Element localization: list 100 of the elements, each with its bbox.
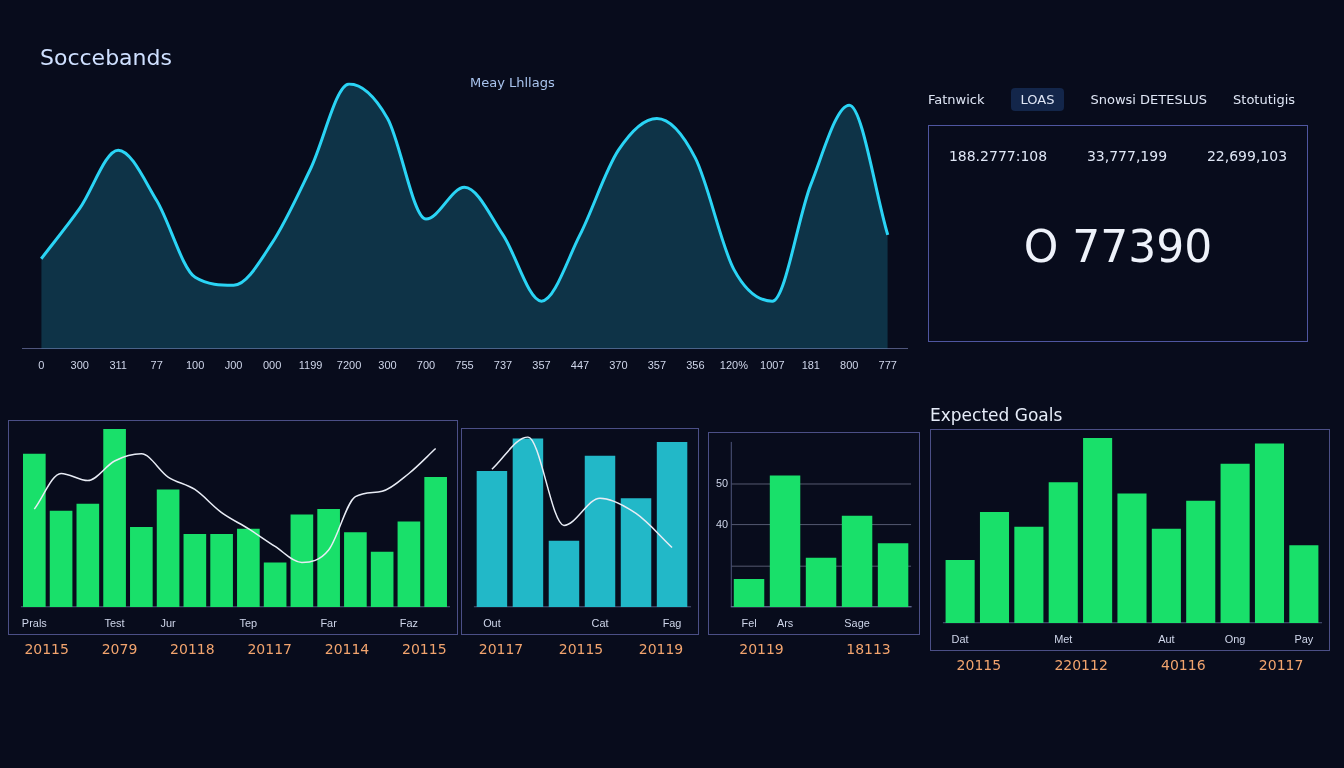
text: 20118 [170,641,215,657]
x-tick-label: Fel [741,617,757,630]
text: 20117 [247,641,292,657]
text: 20117 [478,641,524,657]
x-tick-label: 000 [262,359,282,372]
x-tick-label: 370 [609,359,628,372]
text: 40116 [1161,657,1206,673]
chart-title: Expected Goals [930,405,1064,425]
bar [1083,437,1113,624]
x-tick-label: Pay [1294,633,1314,646]
bar [156,489,180,608]
bar [620,498,652,608]
x-tick-label: 1007 [760,359,785,372]
x-tick-label: Aut [1158,633,1175,646]
text: 188.2777:108 [948,148,1048,164]
bar [1254,443,1285,624]
text: 20115 [956,657,1002,673]
text: 20119 [638,641,684,657]
bar [49,510,73,608]
x-tick-label: 700 [416,359,436,372]
bar [210,534,233,608]
x-tick-label: 737 [493,359,513,372]
text: Stotutigis [1233,92,1296,107]
x-tick-label: 181 [801,359,820,372]
x-tick-label: 447 [570,359,590,372]
x-tick-label: Fag [662,617,682,630]
x-tick-label: Met [1054,633,1073,646]
bar [290,514,314,608]
x-tick-label: Sage [844,617,870,630]
y-tick-label: 50 [715,476,729,489]
bar [344,532,367,608]
bar [130,526,153,608]
bar [1117,493,1147,624]
x-tick-label: 0 [38,359,45,372]
bar [23,453,46,608]
bar [424,477,447,608]
text: 20115 [24,641,69,657]
x-tick-label: 300 [70,359,89,372]
x-tick-label: Test [104,617,125,630]
text: 20119 [739,641,784,657]
bar [1186,500,1216,624]
bar [237,528,260,608]
x-tick-label: Out [483,617,501,630]
bar [76,503,100,608]
x-tick-label: 300 [378,359,397,372]
bar [476,470,508,608]
x-tick-label: J00 [224,359,243,372]
bar [1151,528,1181,624]
text: 220112 [1054,657,1108,673]
text: 18113 [846,641,891,657]
text: 2079 [101,641,138,657]
x-tick-label: 77 [150,359,163,372]
bar [103,428,126,608]
bar [397,521,421,608]
x-tick-label: Far [320,617,338,630]
x-tick-label: Prals [21,617,48,630]
bar [1289,545,1319,624]
x-tick-label: 755 [455,359,474,372]
text: 20115 [402,641,447,657]
x-tick-label: 1199 [298,359,323,372]
chart-subtitle: Meay Lhllags [470,75,555,90]
bar [183,534,207,608]
x-tick-label: 100 [185,359,205,372]
text: 20117 [1258,657,1304,673]
text: Snowsi DETESLUS [1090,92,1208,107]
bar [979,511,1010,624]
bar [512,438,544,608]
x-tick-label: Ong [1224,633,1246,646]
bar [263,562,287,608]
x-tick-label: Dat [951,633,969,646]
text: 20115 [558,641,604,657]
chart-title: Soccebands [40,45,173,70]
x-tick-label: 800 [840,359,859,372]
text: 33,777,199 [1086,148,1168,164]
bar [1048,482,1078,624]
bar [1220,463,1250,624]
bar [1014,526,1044,624]
text: 20114 [324,641,370,657]
x-tick-label: Jur [160,617,177,630]
bar [317,509,340,608]
x-tick-label: Faz [399,617,419,630]
y-tick-label: 40 [715,517,729,530]
bar [548,540,580,608]
x-tick-label: Cat [591,617,609,630]
x-tick-label: 7200 [336,359,362,372]
x-tick-label: Ars [776,617,794,630]
x-tick-label: 777 [878,359,897,372]
x-tick-label: 120% [719,359,749,372]
bar [656,442,688,608]
x-tick-label: Tep [239,617,258,630]
text: O 77390 [1022,221,1214,272]
bar [370,551,394,608]
x-tick-label: 357 [647,359,667,372]
x-tick-label: 357 [532,359,551,372]
x-tick-label: 356 [686,359,705,372]
text: LOAS [1010,88,1065,111]
bar [584,455,616,608]
text: Fatnwick [928,92,985,107]
x-tick-label: 311 [109,359,127,372]
text: 22,699,103 [1206,148,1288,164]
